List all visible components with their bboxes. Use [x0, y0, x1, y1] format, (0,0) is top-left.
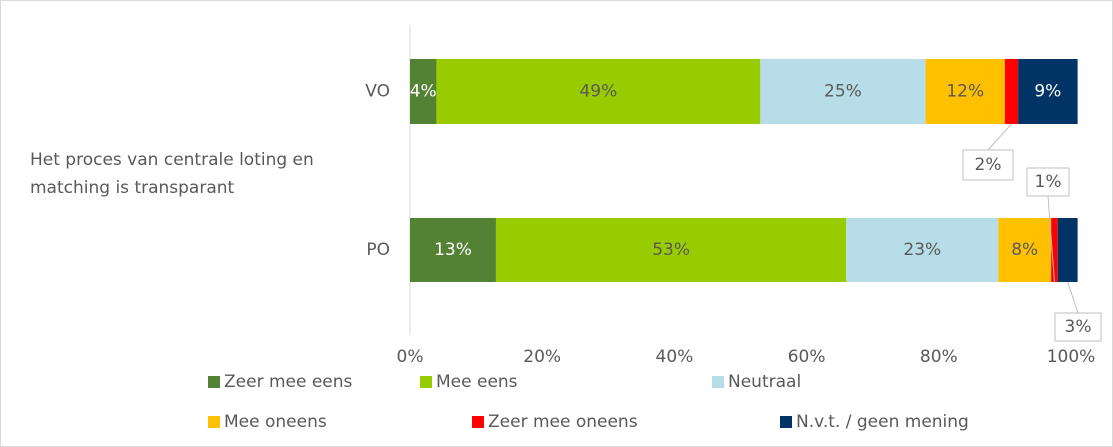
y-tick-label: VO: [365, 82, 390, 102]
bar-segment: [760, 59, 926, 124]
group-label: Het proces van centrale loting en: [30, 150, 314, 170]
data-label: 3%: [1065, 317, 1092, 337]
data-label: 13%: [434, 240, 472, 260]
y-tick-label: PO: [366, 240, 390, 260]
legend-label: Zeer mee oneens: [488, 412, 638, 432]
legend-label: Mee oneens: [224, 412, 327, 432]
bar-segment: [1057, 218, 1078, 282]
bar-segment: [1051, 218, 1058, 282]
bar-segment: [410, 59, 437, 124]
callout-box: [1026, 167, 1070, 197]
data-label: 49%: [579, 82, 617, 102]
bar-segment: [495, 218, 847, 282]
x-tick-label: 0%: [397, 347, 424, 367]
bar-segment: [998, 218, 1052, 282]
x-tick-label: 20%: [523, 347, 561, 367]
callout-line: [1047, 195, 1055, 283]
data-label: 9%: [1034, 82, 1061, 102]
data-label: 2%: [975, 155, 1002, 175]
bar-segment: [846, 218, 999, 282]
legend-label: Zeer mee eens: [224, 372, 353, 392]
data-label: 12%: [946, 82, 984, 102]
legend-swatch: [420, 376, 432, 388]
bar-segment: [925, 59, 1005, 124]
legend-swatch: [208, 376, 220, 388]
data-label: 23%: [903, 240, 941, 260]
callout-box: [1054, 312, 1102, 342]
bar-segment: [436, 59, 761, 124]
data-label: 53%: [652, 240, 690, 260]
x-tick-label: 80%: [920, 347, 958, 367]
legend-label: N.v.t. / geen mening: [796, 412, 969, 432]
legend-swatch: [208, 416, 220, 428]
bar-segment: [1018, 59, 1078, 124]
legend-swatch: [472, 416, 484, 428]
x-tick-label: 40%: [656, 347, 694, 367]
x-tick-label: 60%: [788, 347, 826, 367]
bar-segment: [1004, 59, 1019, 124]
legend-label: Neutraal: [728, 372, 801, 392]
callout-line: [1067, 281, 1079, 314]
callout-line: [987, 123, 1012, 151]
group-label: matching is transparant: [30, 178, 235, 198]
legend-swatch: [712, 376, 724, 388]
callout-box: [962, 149, 1014, 181]
bar-segment: [410, 218, 496, 282]
x-tick-label: 100%: [1047, 347, 1096, 367]
data-label: 25%: [824, 82, 862, 102]
data-label: 1%: [1035, 172, 1062, 192]
data-label: 4%: [410, 82, 437, 102]
data-label: 8%: [1011, 240, 1038, 260]
legend-swatch: [780, 416, 792, 428]
legend-label: Mee eens: [436, 372, 518, 392]
